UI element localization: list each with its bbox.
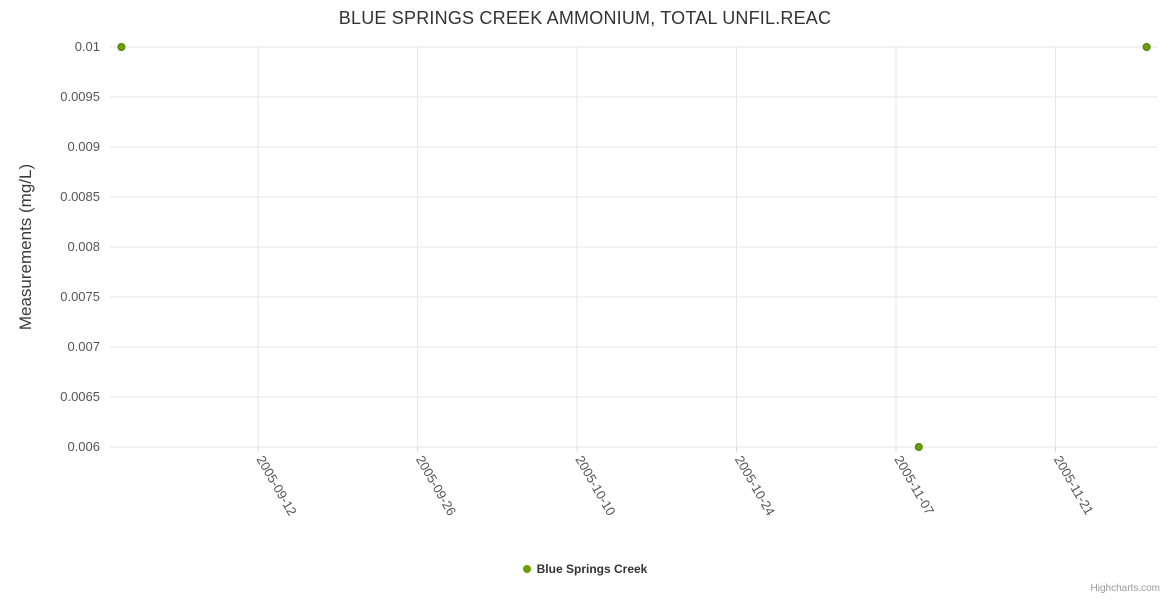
x-axis-tick-label: 2005-09-12 bbox=[253, 453, 299, 518]
y-axis-tick-label: 0.0085 bbox=[60, 189, 100, 204]
y-axis-tick-label: 0.0065 bbox=[60, 389, 100, 404]
x-axis-tick-label: 2005-09-26 bbox=[413, 453, 459, 518]
highcharts-credits-link[interactable]: Highcharts.com bbox=[1090, 583, 1160, 594]
legend-label: Blue Springs Creek bbox=[536, 562, 648, 576]
data-point[interactable] bbox=[1142, 43, 1151, 51]
legend: Blue Springs Creek bbox=[0, 562, 1170, 576]
legend-marker-icon bbox=[522, 565, 531, 573]
chart-title: BLUE SPRINGS CREEK AMMONIUM, TOTAL UNFIL… bbox=[338, 8, 832, 28]
x-axis-tick-label: 2005-10-10 bbox=[572, 453, 618, 518]
y-axis-tick-label: 0.01 bbox=[75, 39, 100, 54]
y-axis-title: Measurements (mg/L) bbox=[16, 163, 35, 331]
x-axis-tick-label: 2005-10-24 bbox=[732, 453, 778, 518]
data-point[interactable] bbox=[914, 443, 923, 451]
y-axis-tick-label: 0.0075 bbox=[60, 289, 100, 304]
x-axis-tick-label: 2005-11-07 bbox=[891, 453, 937, 517]
x-axis-tick-label: 2005-11-21 bbox=[1051, 453, 1097, 517]
y-axis-tick-label: 0.008 bbox=[67, 239, 100, 254]
y-axis-tick-label: 0.006 bbox=[67, 439, 100, 454]
legend-item-blue-springs-creek[interactable]: Blue Springs Creek bbox=[522, 562, 648, 576]
y-axis-tick-label: 0.007 bbox=[67, 339, 100, 354]
data-point[interactable] bbox=[117, 43, 126, 51]
y-axis-tick-label: 0.009 bbox=[67, 139, 100, 154]
y-axis-tick-label: 0.0095 bbox=[60, 89, 100, 104]
